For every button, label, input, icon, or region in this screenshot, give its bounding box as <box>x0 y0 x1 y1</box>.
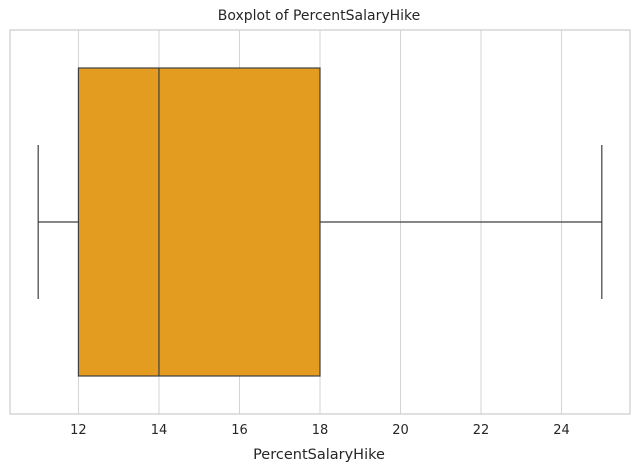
chart-title: Boxplot of PercentSalaryHike <box>218 8 421 24</box>
box-group <box>37 67 603 377</box>
x-tick-label: 14 <box>151 423 168 438</box>
x-tick-label: 22 <box>473 423 490 438</box>
iqr-box <box>77 67 321 377</box>
x-tick-labels: 12 14 16 18 20 22 24 <box>70 423 570 438</box>
x-tick-label: 18 <box>312 423 329 438</box>
x-tick-label: 24 <box>553 423 570 438</box>
x-axis-label: PercentSalaryHike <box>253 447 385 463</box>
x-tick-label: 12 <box>70 423 87 438</box>
x-tick-label: 20 <box>392 423 409 438</box>
x-tick-label: 16 <box>231 423 248 438</box>
plot-border <box>9 29 631 415</box>
